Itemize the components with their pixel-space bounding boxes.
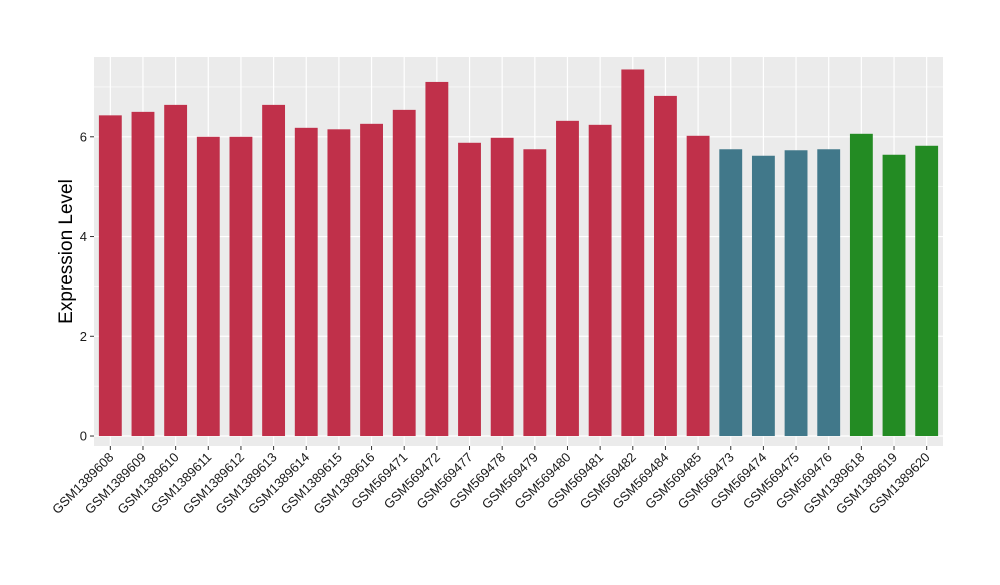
y-tick-label: 6 bbox=[80, 129, 87, 144]
bar-GSM569479 bbox=[523, 149, 547, 437]
bar-GSM1389615 bbox=[327, 129, 351, 437]
bar-GSM569471 bbox=[392, 109, 416, 437]
x-axis: GSM1389608GSM1389609GSM1389610GSM1389611… bbox=[49, 446, 933, 517]
y-axis: 0 2 4 6 bbox=[80, 129, 94, 444]
bar-GSM569482 bbox=[621, 69, 645, 437]
bar-GSM1389609 bbox=[131, 111, 155, 437]
bar-GSM1389619 bbox=[882, 154, 906, 437]
bar-GSM1389608 bbox=[98, 115, 122, 437]
panel-background bbox=[94, 57, 943, 446]
bar-GSM569481 bbox=[588, 124, 612, 437]
bars bbox=[98, 69, 939, 437]
bar-GSM569472 bbox=[425, 81, 449, 437]
bar-GSM569477 bbox=[458, 142, 481, 437]
y-tick-label: 4 bbox=[80, 229, 87, 244]
bar-GSM1389618 bbox=[849, 133, 873, 437]
bar-GSM569475 bbox=[784, 150, 808, 437]
bar-GSM1389613 bbox=[262, 104, 286, 437]
bar-GSM1389612 bbox=[229, 136, 253, 437]
y-axis-title: Expression Level bbox=[56, 179, 77, 324]
bar-GSM1389620 bbox=[915, 145, 939, 437]
bar-GSM1389610 bbox=[164, 104, 188, 437]
bar-GSM569473 bbox=[719, 149, 743, 437]
y-tick-label: 0 bbox=[80, 429, 87, 444]
y-tick-label: 2 bbox=[80, 329, 87, 344]
bar-GSM1389611 bbox=[196, 136, 220, 437]
bar-GSM569476 bbox=[817, 149, 841, 437]
bar-GSM569485 bbox=[686, 135, 710, 437]
bar-GSM569480 bbox=[556, 120, 579, 437]
bar-GSM569484 bbox=[654, 95, 677, 437]
bar-GSM569478 bbox=[490, 137, 514, 437]
bar-GSM1389616 bbox=[360, 123, 383, 437]
bar-GSM1389614 bbox=[294, 127, 318, 437]
bar-GSM569474 bbox=[751, 155, 775, 437]
